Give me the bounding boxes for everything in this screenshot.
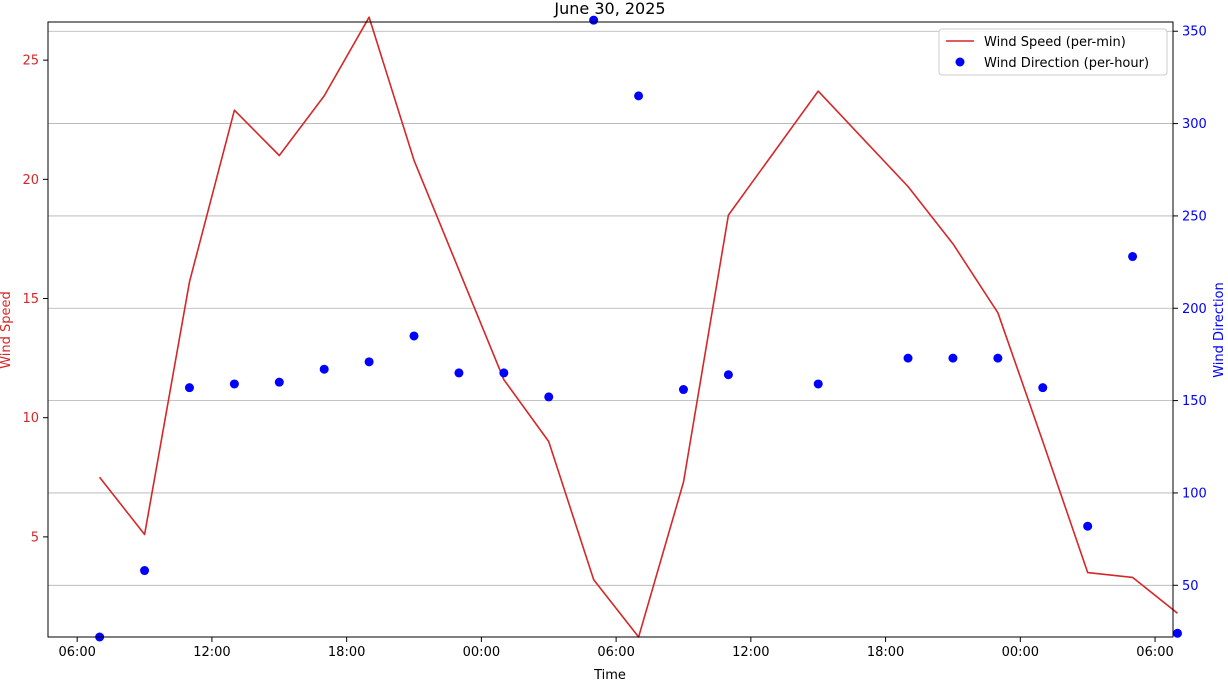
legend: Wind Speed (per-min) Wind Direction (per…	[938, 28, 1168, 76]
legend-label-wind-direction: Wind Direction (per-hour)	[984, 56, 1149, 71]
wind-direction-point	[184, 383, 194, 393]
legend-dot-swatch	[955, 57, 965, 67]
right-y-tick-label: 200	[1182, 302, 1207, 317]
wind-direction-point	[813, 379, 823, 389]
wind-direction-point	[364, 357, 374, 367]
right-y-axis-title: Wind Direction	[1212, 282, 1227, 378]
wind-direction-point	[948, 353, 958, 363]
wind-direction-point	[1172, 628, 1182, 638]
legend-box	[938, 28, 1168, 76]
x-tick-label: 06:00	[1136, 645, 1173, 660]
wind-direction-series	[95, 15, 1182, 642]
wind-direction-point	[544, 392, 554, 402]
wind-direction-point	[499, 368, 509, 378]
x-tick-label: 18:00	[867, 645, 904, 660]
right-y-tick-label: 50	[1182, 579, 1199, 594]
x-tick-label: 00:00	[1002, 645, 1039, 660]
x-tick-label: 12:00	[732, 645, 769, 660]
wind-direction-point	[319, 364, 329, 374]
wind-direction-point	[454, 368, 464, 378]
right-y-tick-label: 150	[1182, 394, 1207, 409]
wind-direction-point	[1083, 521, 1093, 531]
left-y-tick-label: 15	[22, 292, 39, 307]
wind-direction-point	[1038, 383, 1048, 393]
left-y-axis-title: Wind Speed	[0, 291, 14, 369]
wind-direction-point	[1128, 252, 1138, 262]
wind-direction-point	[993, 353, 1003, 363]
left-y-tick-label: 20	[22, 173, 39, 188]
wind-direction-point	[409, 331, 419, 341]
wind-speed-series	[98, 16, 1178, 638]
x-axis-title: Time	[593, 668, 626, 682]
wind-direction-point	[274, 377, 284, 387]
right-y-tick-label: 250	[1182, 209, 1207, 224]
x-tick-label: 00:00	[463, 645, 500, 660]
right-y-tick-label: 300	[1182, 117, 1207, 132]
x-tick-label: 06:00	[58, 645, 95, 660]
wind-direction-point	[903, 353, 913, 363]
left-y-tick-label: 10	[22, 411, 39, 426]
right-y-tick-label: 350	[1182, 25, 1207, 40]
x-axis: 06:00 12:00 18:00 00:00 06:00 12:00 18:00 00:00…	[58, 637, 1174, 660]
grid-lines	[48, 30, 1173, 586]
left-y-tick-label: 25	[22, 54, 39, 69]
wind-direction-point	[723, 370, 733, 380]
wind-direction-point	[589, 15, 599, 25]
chart-title: June 30, 2025	[553, 0, 665, 18]
wind-speed-line	[98, 16, 1178, 638]
x-tick-label: 12:00	[193, 645, 230, 660]
legend-label-wind-speed: Wind Speed (per-min)	[984, 35, 1126, 50]
left-y-axis: 5 10 15 20 25	[22, 54, 48, 545]
right-y-axis: 50 100 150 200 250 300 350	[1173, 25, 1207, 594]
plot-frame	[47, 21, 1174, 638]
x-tick-label: 06:00	[597, 645, 634, 660]
wind-direction-point	[634, 91, 644, 101]
left-y-tick-label: 5	[31, 530, 39, 545]
right-y-tick-label: 100	[1182, 486, 1207, 501]
wind-direction-point	[678, 385, 688, 395]
wind-direction-point	[229, 379, 239, 389]
wind-direction-point	[140, 566, 150, 576]
x-tick-label: 18:00	[328, 645, 365, 660]
